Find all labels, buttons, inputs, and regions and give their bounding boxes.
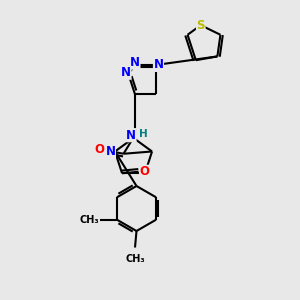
Text: N: N (121, 66, 131, 79)
Text: S: S (196, 19, 205, 32)
Text: O: O (94, 143, 104, 156)
Text: CH₃: CH₃ (80, 215, 99, 225)
Text: O: O (140, 165, 149, 178)
Text: N: N (154, 58, 164, 71)
Text: H: H (139, 129, 148, 139)
Text: N: N (130, 56, 140, 69)
Text: N: N (106, 145, 116, 158)
Text: CH₃: CH₃ (125, 254, 145, 264)
Text: N: N (126, 129, 136, 142)
